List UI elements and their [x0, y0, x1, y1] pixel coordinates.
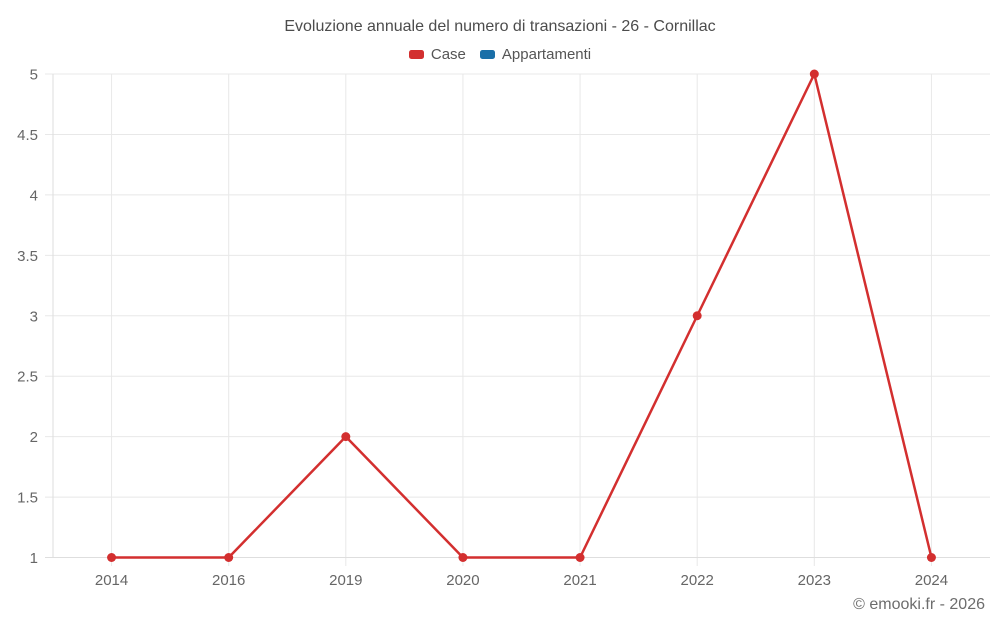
svg-text:2.5: 2.5	[17, 369, 38, 386]
svg-text:2021: 2021	[563, 572, 596, 589]
svg-text:2019: 2019	[329, 572, 362, 589]
svg-text:2014: 2014	[95, 572, 128, 589]
svg-text:2023: 2023	[798, 572, 831, 589]
svg-text:4.5: 4.5	[17, 127, 38, 144]
legend-swatch-appartamenti-icon	[479, 50, 495, 59]
svg-text:1.5: 1.5	[17, 490, 38, 507]
legend-label-case: Case	[430, 46, 466, 63]
svg-text:2022: 2022	[681, 572, 714, 589]
svg-text:2: 2	[30, 429, 38, 446]
svg-text:2024: 2024	[915, 572, 948, 589]
svg-text:5: 5	[30, 67, 38, 84]
svg-text:2016: 2016	[212, 572, 245, 589]
legend-label-appartamenti: Appartamenti	[501, 46, 592, 63]
legend-item-case[interactable]: Case	[408, 46, 466, 63]
svg-text:3: 3	[30, 308, 38, 325]
chart-title: Evoluzione annuale del numero di transaz…	[284, 18, 716, 35]
legend-item-appartamenti[interactable]: Appartamenti	[479, 46, 592, 63]
copyright-footer: © emooki.fr - 2026	[853, 596, 985, 613]
svg-text:3.5: 3.5	[17, 248, 38, 265]
legend-swatch-case-icon	[408, 50, 424, 59]
svg-text:2020: 2020	[446, 572, 479, 589]
svg-text:4: 4	[30, 187, 38, 204]
svg-text:1: 1	[30, 550, 38, 567]
legend: Case Appartamenti	[0, 46, 1000, 63]
